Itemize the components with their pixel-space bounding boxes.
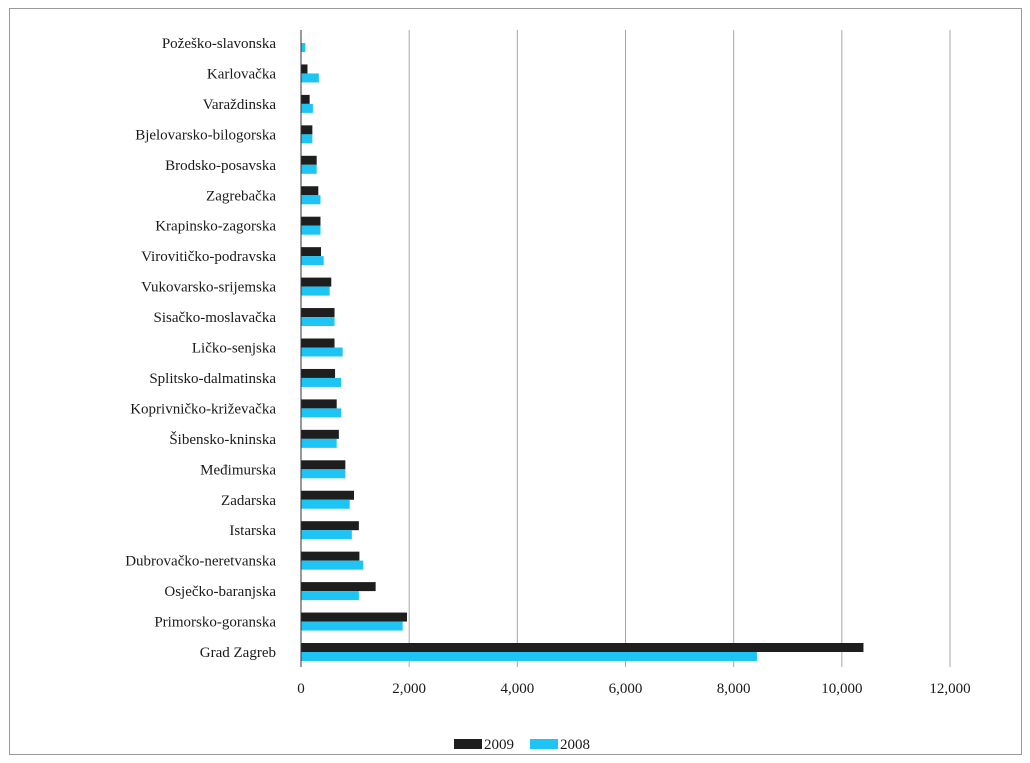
- bar-2009-3: [301, 125, 313, 135]
- bar-2008-4: [301, 164, 317, 174]
- category-label: Primorsko-goranska: [154, 615, 276, 631]
- bar-2008-0: [301, 43, 306, 52]
- bar-2009-18: [301, 582, 376, 592]
- x-tick-label: 12,000: [929, 681, 970, 697]
- bar-2009-2: [301, 94, 310, 104]
- category-label: Požeško-slavonska: [162, 36, 276, 52]
- category-label: Sisačko-moslavačka: [154, 310, 277, 326]
- x-tick-label: 6,000: [609, 681, 643, 697]
- bar-2008-6: [301, 225, 321, 235]
- bar-2009-8: [301, 277, 332, 287]
- bar-2008-5: [301, 195, 321, 205]
- bar-2008-19: [301, 621, 403, 631]
- category-label: Brodsko-posavska: [165, 158, 276, 174]
- category-label: Osječko-baranjska: [164, 584, 276, 600]
- bar-2008-2: [301, 103, 313, 113]
- bar-2009-10: [301, 338, 335, 348]
- x-tick-label: 0: [297, 681, 305, 697]
- bar-2008-1: [301, 73, 319, 83]
- bar-2009-1: [301, 64, 308, 74]
- bar-2008-8: [301, 286, 330, 296]
- bar-2008-7: [301, 256, 324, 266]
- bar-2008-13: [301, 438, 337, 448]
- bar-2009-15: [301, 490, 355, 500]
- bar-2008-18: [301, 591, 359, 601]
- bar-2009-12: [301, 399, 337, 409]
- category-label: Dubrovačko-neretvanska: [125, 554, 276, 570]
- legend-swatch-2008: [530, 739, 558, 749]
- bar-2008-20: [301, 652, 757, 661]
- bar-2009-6: [301, 216, 321, 226]
- bar-2009-9: [301, 308, 335, 318]
- category-label: Zagrebačka: [206, 188, 276, 204]
- bar-2008-16: [301, 530, 352, 540]
- category-label: Krapinsko-zagorska: [155, 219, 276, 235]
- category-label: Karlovačka: [207, 66, 276, 82]
- bar-2008-12: [301, 408, 342, 418]
- bar-2009-4: [301, 155, 317, 165]
- category-label: Međimurska: [200, 462, 276, 478]
- legend-swatch-2009: [454, 739, 482, 749]
- category-label: Virovitičko-podravska: [141, 249, 276, 265]
- bar-2008-14: [301, 469, 346, 479]
- category-label: Ličko-senjska: [192, 341, 276, 357]
- bars: [301, 43, 864, 661]
- x-tick-label: 8,000: [717, 681, 751, 697]
- category-label: Grad Zagreb: [200, 645, 276, 661]
- category-label: Bjelovarsko-bilogorska: [135, 127, 276, 143]
- bar-2008-11: [301, 377, 342, 387]
- gridlines: [408, 30, 951, 667]
- bar-2009-16: [301, 521, 359, 531]
- bar-2008-10: [301, 347, 343, 357]
- bar-2009-11: [301, 368, 336, 378]
- legend-label-2008: 2008: [560, 737, 590, 753]
- chart-frame: [9, 8, 1022, 755]
- category-label: Zadarska: [221, 493, 276, 509]
- bar-2009-5: [301, 186, 319, 196]
- category-label: Šibensko-kninska: [169, 431, 276, 448]
- bar-2009-17: [301, 551, 360, 561]
- legend: 2009 2008: [454, 737, 590, 753]
- category-label: Splitsko-dalmatinska: [149, 371, 276, 387]
- bar-2008-3: [301, 134, 313, 144]
- category-labels: Požeško-slavonska Karlovačka Varaždinska Bj…: [125, 36, 276, 661]
- category-label: Istarska: [229, 523, 276, 539]
- bar-2008-15: [301, 499, 350, 509]
- bar-2009-14: [301, 460, 346, 470]
- category-label: Vukovarsko-srijemska: [141, 280, 276, 296]
- bar-2009-19: [301, 612, 408, 622]
- x-tick-labels: 0 2,000 4,000 6,000 8,000 10,000 12,000: [297, 681, 970, 697]
- x-tick-label: 10,000: [821, 681, 862, 697]
- bar-2009-20: [301, 643, 864, 652]
- category-label: Koprivničko-križevačka: [130, 401, 276, 417]
- x-tick-label: 2,000: [392, 681, 426, 697]
- x-tick-label: 4,000: [500, 681, 534, 697]
- bar-2009-7: [301, 247, 322, 257]
- legend-label-2009: 2009: [484, 737, 514, 753]
- bar-2008-9: [301, 317, 335, 327]
- bar-2008-17: [301, 560, 364, 570]
- bar-2009-13: [301, 429, 339, 439]
- category-label: Varaždinska: [203, 97, 277, 113]
